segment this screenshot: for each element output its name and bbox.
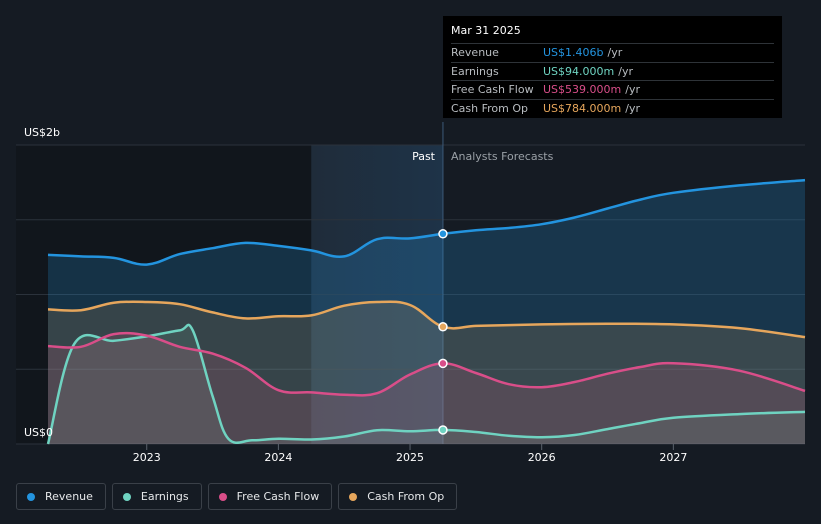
tooltip-row-earnings: Earnings US$94.000m /yr [451, 61, 774, 81]
chart-plot: US$2b US$0 Past Analysts Forecasts 2023 2… [16, 122, 806, 464]
past-region-label: Past [412, 150, 436, 163]
tooltip-label: Revenue [451, 46, 499, 60]
legend-item-revenue[interactable]: Revenue [16, 483, 106, 510]
area-free-cash-flow [48, 333, 805, 444]
chart-legend: Revenue Earnings Free Cash Flow Cash Fro… [16, 483, 458, 512]
tooltip-value: US$94.000m [543, 64, 615, 78]
marker-cash-from-op[interactable] [438, 322, 448, 332]
legend-dot-icon [122, 492, 131, 501]
x-tick-label-2027: 2027 [659, 451, 687, 464]
tooltip-value: US$539.000m [543, 83, 622, 97]
tooltip-date: Mar 31 2025 [451, 24, 521, 37]
legend-item-earnings[interactable]: Earnings [111, 483, 202, 510]
tooltip-unit: /yr [618, 64, 633, 78]
area-revenue [48, 180, 805, 444]
tooltip-value: US$1.406b [543, 46, 604, 60]
series-line-revenue [47, 178, 806, 266]
legend-dot-icon [218, 492, 227, 501]
tooltip-unit: /yr [607, 46, 623, 60]
tooltip-unit: /yr [625, 83, 640, 97]
y-axis-bottom-label: US$0 [24, 426, 53, 439]
area-earnings [48, 324, 805, 444]
tooltip-row-revenue: Revenue US$1.406b /yr [451, 43, 774, 62]
area-cash-from-op [48, 301, 805, 444]
x-tick-label-2024: 2024 [264, 451, 292, 464]
tooltip-value: US$784.000m [543, 101, 622, 115]
legend-item-free-cash-flow[interactable]: Free Cash Flow [207, 483, 333, 510]
tooltip-panel: Mar 31 2025 Revenue US$1.406b /yr Earnin… [443, 16, 782, 118]
legend-dot-icon [349, 492, 358, 501]
tooltip-unit: /yr [625, 101, 640, 115]
legend-dot-icon [27, 492, 35, 501]
x-tick-label-2026: 2026 [528, 451, 556, 464]
marker-earnings[interactable] [438, 425, 448, 435]
legend-label: Revenue [45, 490, 93, 503]
series-line-free-cash-flow [47, 331, 806, 397]
x-tick-label-2023: 2023 [133, 451, 161, 464]
legend-label: Cash From Op [367, 490, 445, 503]
legend-label: Free Cash Flow [236, 490, 320, 503]
tooltip-label: Free Cash Flow [451, 83, 534, 97]
legend-label: Earnings [140, 490, 189, 503]
tooltip-label: Earnings [451, 64, 499, 78]
tooltip-label: Cash From Op [451, 101, 529, 115]
tooltip-row-cash-from-op: Cash From Op US$784.000m /yr [451, 98, 774, 118]
tooltip-row-free-cash-flow: Free Cash Flow US$539.000m /yr [451, 80, 774, 99]
forecast-region-label: Analysts Forecasts [451, 150, 554, 163]
series-line-cash-from-op [47, 300, 806, 339]
x-tick-label-2025: 2025 [396, 451, 424, 464]
marker-revenue[interactable] [438, 229, 448, 239]
y-axis-top-label: US$2b [24, 126, 60, 139]
marker-free-cash-flow[interactable] [438, 358, 448, 369]
legend-item-cash-from-op[interactable]: Cash From Op [338, 483, 458, 510]
series-line-earnings [46, 323, 806, 445]
